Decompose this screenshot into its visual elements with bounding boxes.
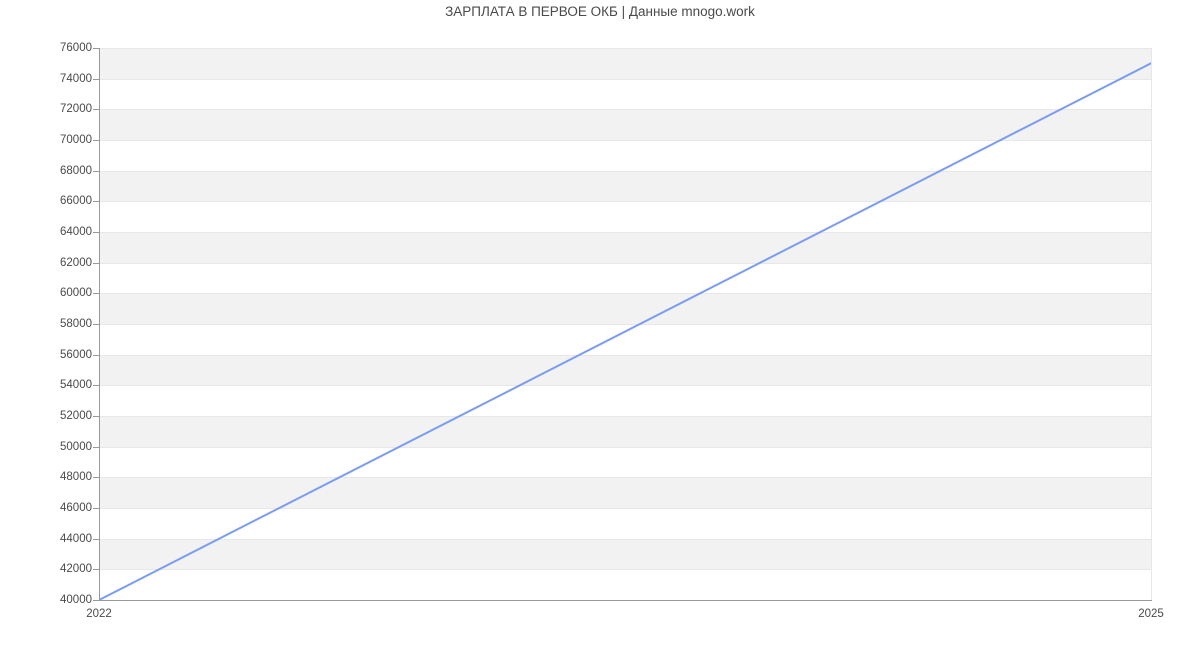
y-tick-label: 72000 [60, 103, 92, 115]
plot-band [99, 538, 1151, 570]
gridline [99, 293, 1151, 294]
plot-band [99, 170, 1151, 202]
y-tick-mark [93, 539, 99, 540]
gridline [99, 201, 1151, 202]
y-tick-mark [93, 79, 99, 80]
y-tick-label: 48000 [60, 471, 92, 483]
y-tick-label: 74000 [60, 73, 92, 85]
y-tick-label: 58000 [60, 318, 92, 330]
gridline [99, 385, 1151, 386]
y-tick-label: 54000 [60, 379, 92, 391]
y-tick-label: 40000 [60, 594, 92, 606]
y-tick-label: 42000 [60, 563, 92, 575]
chart-title: ЗАРПЛАТА В ПЕРВОЕ ОКБ | Данные mnogo.wor… [445, 4, 755, 19]
gridline [99, 416, 1151, 417]
y-tick-label: 46000 [60, 502, 92, 514]
y-tick-label: 60000 [60, 287, 92, 299]
x-axis-line [99, 600, 1152, 601]
plot-band [99, 232, 1151, 263]
gridline [99, 569, 1151, 570]
gridline [99, 355, 1151, 356]
y-tick-label: 50000 [60, 441, 92, 453]
y-tick-label: 76000 [60, 42, 92, 54]
y-tick-label: 52000 [60, 410, 92, 422]
y-tick-label: 68000 [60, 165, 92, 177]
gridline [99, 447, 1151, 448]
plot-right-border [1151, 48, 1152, 600]
x-tick-label: 2025 [1138, 608, 1164, 620]
y-tick-label: 62000 [60, 257, 92, 269]
gridline [99, 171, 1151, 172]
y-tick-mark [93, 293, 99, 294]
plot-area [99, 48, 1151, 600]
plot-band [99, 48, 1151, 79]
y-tick-mark [93, 385, 99, 386]
gridline [99, 263, 1151, 264]
gridline [99, 539, 1151, 540]
plot-band [99, 416, 1151, 447]
y-tick-mark [93, 477, 99, 478]
plot-band [99, 354, 1151, 386]
y-tick-mark [93, 171, 99, 172]
y-tick-label: 44000 [60, 533, 92, 545]
gridline [99, 48, 1151, 49]
line-series [99, 62, 1151, 600]
y-tick-mark [93, 600, 99, 601]
y-tick-mark [93, 569, 99, 570]
x-tick-label: 2022 [86, 608, 112, 620]
plot-band [99, 109, 1151, 140]
plot-band [99, 477, 1151, 508]
gridline [99, 477, 1151, 478]
salary-line [99, 62, 1151, 600]
y-tick-mark [93, 447, 99, 448]
y-tick-mark [93, 48, 99, 49]
y-tick-mark [93, 140, 99, 141]
y-tick-label: 66000 [60, 195, 92, 207]
y-tick-mark [93, 324, 99, 325]
y-tick-mark [93, 263, 99, 264]
y-tick-label: 64000 [60, 226, 92, 238]
y-tick-mark [93, 232, 99, 233]
y-axis-line [99, 48, 100, 601]
y-tick-mark [93, 109, 99, 110]
gridline [99, 140, 1151, 141]
plot-band [99, 293, 1151, 324]
y-tick-mark [93, 508, 99, 509]
gridline [99, 324, 1151, 325]
gridline [99, 508, 1151, 509]
y-tick-mark [93, 416, 99, 417]
y-tick-label: 70000 [60, 134, 92, 146]
y-tick-mark [93, 355, 99, 356]
gridline [99, 79, 1151, 80]
y-tick-label: 56000 [60, 349, 92, 361]
y-tick-mark [93, 201, 99, 202]
gridline [99, 109, 1151, 110]
gridline [99, 232, 1151, 233]
